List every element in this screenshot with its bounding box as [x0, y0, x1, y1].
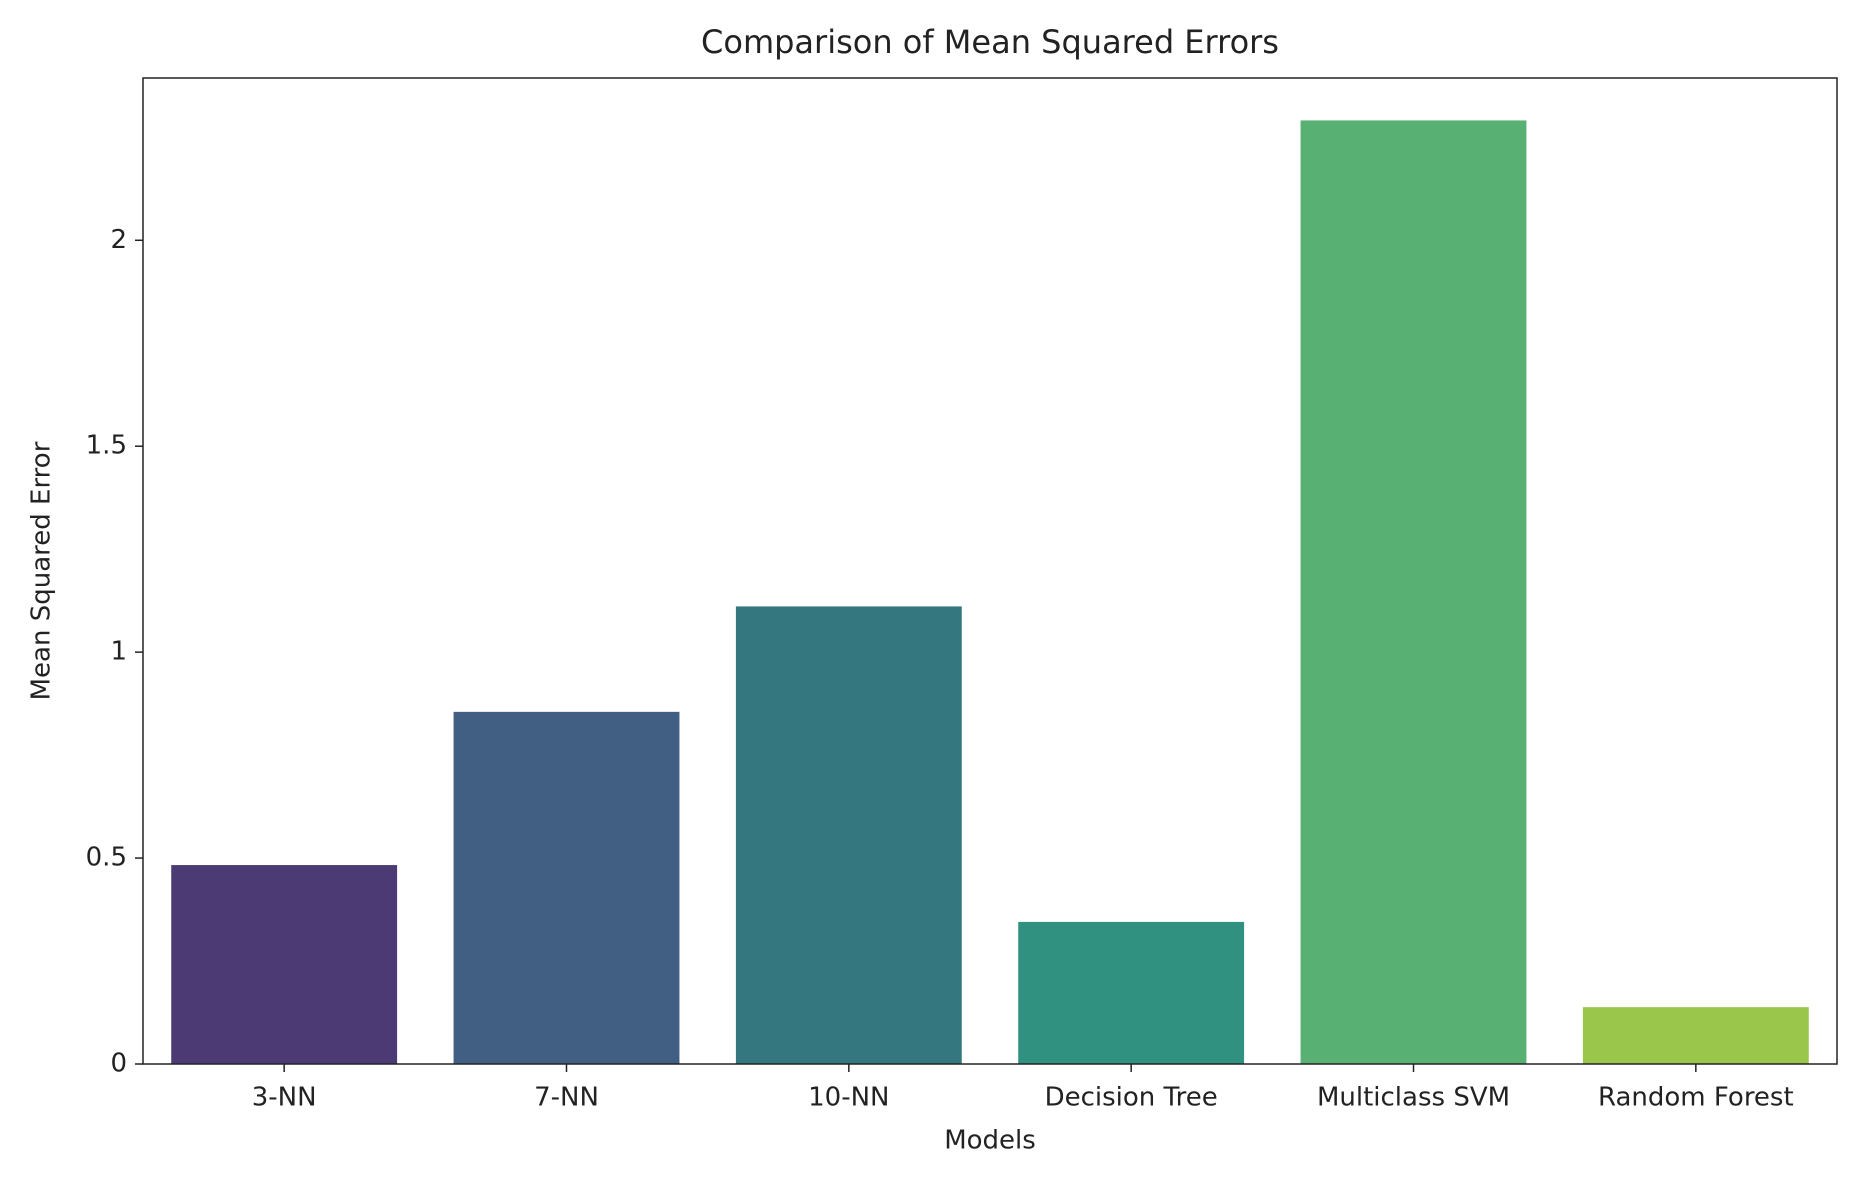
x-tick-label: Decision Tree [1045, 1083, 1218, 1113]
x-axis-label: Models [944, 1126, 1036, 1156]
x-tick-label: Random Forest [1598, 1083, 1794, 1113]
bar [171, 865, 398, 1064]
x-tick-label: 7-NN [534, 1083, 599, 1113]
y-tick-label: 1.5 [86, 431, 127, 461]
chart-title: Comparison of Mean Squared Errors [701, 23, 1279, 61]
y-tick-label: 2 [110, 225, 127, 255]
y-axis-label: Mean Squared Error [27, 441, 57, 700]
bar [453, 711, 680, 1064]
x-tick-label: 3-NN [252, 1083, 317, 1113]
y-tick-label: 0.5 [86, 843, 127, 873]
x-tick-label: 10-NN [808, 1083, 889, 1113]
bar [1582, 1007, 1809, 1064]
bar [1300, 120, 1527, 1065]
x-tick-label: Multiclass SVM [1317, 1083, 1510, 1113]
y-tick-label: 1 [110, 637, 127, 667]
plot-frame [142, 77, 1838, 1065]
y-tick-label: 0 [110, 1049, 127, 1079]
bar [735, 606, 962, 1064]
bar [1018, 921, 1245, 1064]
